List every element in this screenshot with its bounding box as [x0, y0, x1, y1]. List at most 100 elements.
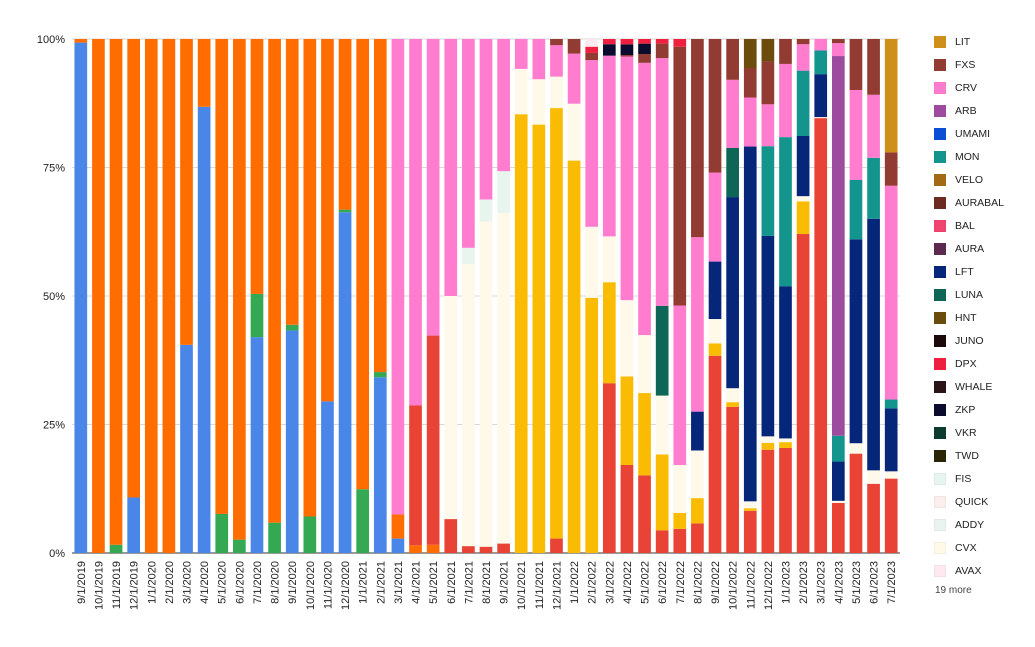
bar-segment: [585, 60, 599, 227]
bar-segment: [373, 39, 387, 373]
bar-segment: [444, 296, 458, 520]
legend-label: QUICK: [955, 495, 989, 508]
x-tick-label: 6/1/2022: [657, 561, 669, 604]
legend-item: ZKP: [934, 398, 1029, 421]
x-tick-label: 4/1/2023: [833, 561, 845, 604]
legend-item: JUNO: [934, 329, 1029, 352]
bar-segment: [620, 56, 634, 301]
bar-segment: [127, 497, 141, 553]
bar-segment: [726, 388, 739, 403]
bar-segment: [673, 512, 687, 529]
legend-item: DPX: [934, 352, 1029, 375]
x-tick-label: 4/1/2020: [199, 561, 211, 604]
x-tick-label: 7/1/2021: [463, 561, 475, 604]
x-tick-label: 10/1/2022: [728, 561, 740, 610]
y-tick-label: 0%: [49, 548, 65, 560]
bar-segment: [602, 282, 616, 384]
bar-segment: [426, 544, 440, 553]
legend-label: FIS: [955, 472, 972, 485]
x-tick-label: 7/1/2023: [886, 561, 898, 604]
bar-segment: [831, 435, 845, 462]
bar-segment: [285, 330, 299, 553]
bar-segment: [761, 146, 775, 236]
bar-segment: [761, 442, 775, 450]
legend-label: CRV: [955, 81, 977, 94]
bar-segment: [673, 465, 687, 513]
x-tick-label: 5/1/2021: [428, 561, 440, 604]
x-tick-label: 1/1/2023: [780, 561, 792, 604]
bar-segment: [884, 152, 898, 186]
bar-segment: [814, 39, 828, 51]
legend-label: ZKP: [955, 403, 976, 416]
bar-segment: [831, 461, 845, 501]
bar-segment: [831, 39, 845, 44]
bar-segment: [497, 171, 510, 214]
legend-swatch: [934, 541, 946, 554]
bar-segment: [426, 335, 440, 545]
legend-swatch: [934, 380, 946, 393]
bar-segment: [620, 376, 634, 465]
legend-swatch: [934, 311, 946, 324]
bar-segment: [532, 39, 546, 80]
bar-segment: [638, 393, 651, 476]
bar-segment: [462, 546, 475, 553]
bar-segment: [761, 39, 775, 62]
bar-segment: [796, 70, 810, 136]
legend-item: BAL: [934, 214, 1029, 237]
legend-label: VELO: [955, 173, 984, 186]
bar-segment: [796, 201, 810, 235]
bar-segment: [726, 147, 739, 198]
bar-segment: [250, 39, 264, 294]
bar-segment: [726, 39, 739, 80]
legend-item: LUNA: [934, 283, 1029, 306]
bar-segment: [426, 39, 440, 336]
bar-segment: [338, 209, 352, 213]
legend-item: ARB: [934, 99, 1029, 122]
bar-segment: [831, 43, 845, 57]
bar-segment: [462, 247, 475, 265]
legend-swatch: [934, 334, 946, 347]
bar-segment: [743, 67, 757, 98]
bar-segment: [197, 106, 211, 554]
x-tick-label: 11/1/2020: [322, 561, 334, 609]
legend-swatch: [934, 288, 946, 301]
bar-segment: [532, 124, 546, 553]
bar-segment: [74, 39, 88, 43]
bar-segment: [409, 405, 422, 546]
legend-swatch: [934, 403, 946, 416]
legend-swatch: [934, 472, 946, 485]
legend-label: VKR: [955, 426, 977, 439]
bar-segment: [743, 501, 757, 509]
bar-segment: [567, 53, 581, 104]
bar-segment: [726, 197, 739, 389]
bar-segment: [391, 538, 405, 553]
legend-label: MON: [955, 150, 980, 163]
bar-segment: [814, 117, 828, 119]
legend-label: LFT: [955, 265, 974, 278]
bar-segment: [831, 500, 845, 503]
x-tick-label: 8/1/2020: [270, 561, 282, 604]
y-tick-label: 25%: [43, 420, 65, 432]
x-tick-label: 4/1/2021: [411, 561, 423, 604]
x-tick-label: 3/1/2022: [604, 561, 616, 604]
bar-segment: [233, 539, 246, 553]
y-tick-label: 100%: [37, 34, 65, 46]
x-tick-label: 11/1/2019: [111, 561, 123, 609]
bar-segment: [655, 305, 669, 396]
legend-swatch: [934, 196, 946, 209]
legend-label: ADDY: [955, 518, 985, 531]
legend-swatch: [934, 357, 946, 370]
legend-more-link[interactable]: 19 more: [935, 585, 972, 596]
bar-segment: [550, 108, 563, 539]
bar-segment: [849, 39, 863, 90]
bar-segment: [602, 383, 616, 553]
bar-segment: [268, 522, 281, 553]
bar-segment: [638, 335, 651, 394]
bar-segment: [373, 372, 387, 378]
bar-segment: [743, 510, 757, 553]
bar-segment: [409, 39, 422, 406]
x-tick-label: 2/1/2020: [164, 561, 176, 604]
bar-segment: [743, 146, 757, 502]
bar-segment: [638, 43, 651, 55]
